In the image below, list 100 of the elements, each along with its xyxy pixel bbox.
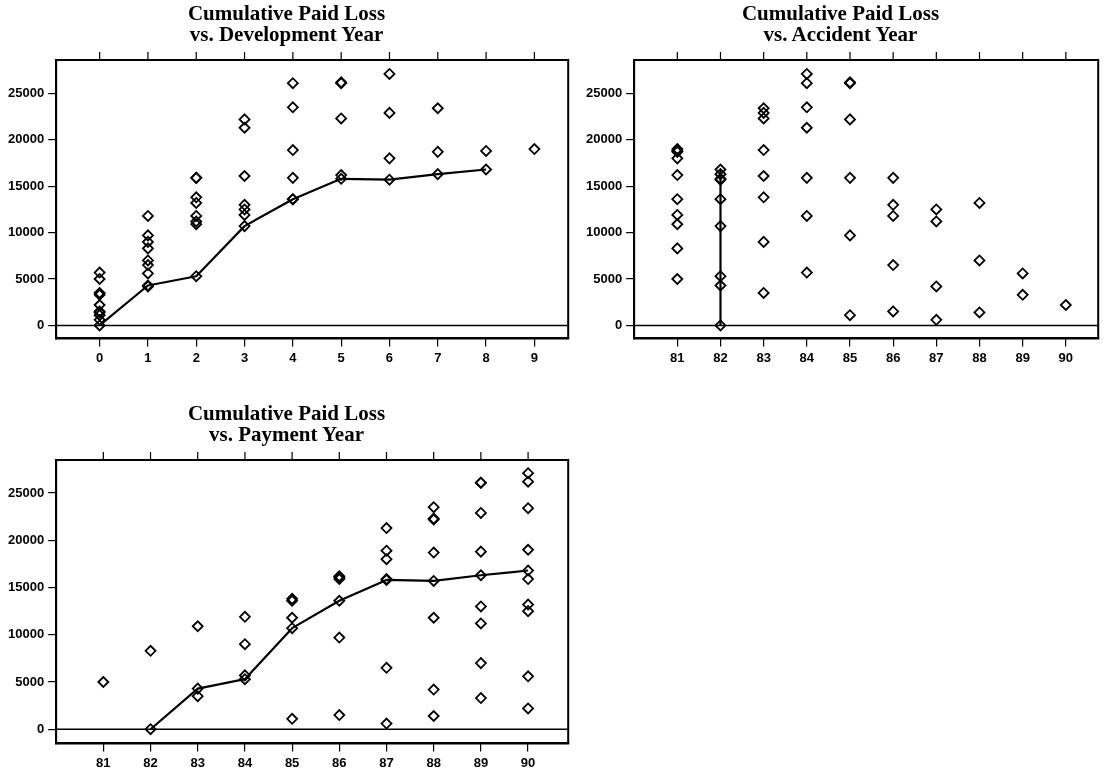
y-tick-label: 10000 — [7, 224, 45, 240]
point — [93, 266, 106, 279]
point — [474, 569, 487, 582]
point — [800, 171, 813, 184]
x-tick-label: 5 — [337, 349, 345, 365]
point — [757, 107, 770, 119]
point — [671, 218, 684, 231]
point — [93, 273, 106, 285]
x-tick-label: 82 — [713, 349, 728, 365]
point — [144, 723, 157, 736]
point — [973, 254, 986, 267]
x-tick-label: 86 — [885, 349, 901, 365]
point — [380, 717, 393, 730]
point — [522, 670, 534, 683]
point — [286, 712, 299, 725]
point — [142, 267, 154, 280]
point — [142, 259, 154, 271]
point — [380, 553, 393, 566]
chart-title: Cumulative Paid Loss vs. Development Year — [187, 0, 386, 46]
point — [757, 235, 770, 248]
point — [238, 113, 251, 126]
x-tick-label: 89 — [473, 754, 489, 770]
point — [800, 68, 813, 80]
point — [286, 611, 299, 624]
point — [714, 168, 727, 181]
point — [190, 210, 203, 222]
point — [191, 690, 204, 703]
point — [431, 168, 444, 181]
point — [522, 573, 534, 585]
point — [380, 661, 393, 674]
x-tick-label: 3 — [240, 349, 249, 365]
point — [286, 622, 299, 635]
x-tick-label: 2 — [192, 349, 200, 365]
point — [427, 501, 440, 514]
point — [427, 683, 440, 696]
point — [427, 546, 440, 559]
point — [380, 544, 393, 557]
point — [757, 112, 770, 125]
point — [757, 102, 770, 115]
point — [333, 709, 346, 721]
point — [333, 594, 346, 607]
point — [844, 113, 856, 126]
point — [973, 306, 986, 319]
point — [142, 254, 154, 267]
point — [887, 210, 900, 222]
point — [887, 305, 900, 318]
point — [930, 203, 943, 216]
point — [238, 198, 251, 211]
x-tick-label: 87 — [379, 754, 394, 770]
y-tick-label: 5000 — [593, 270, 623, 286]
point — [238, 121, 251, 134]
x-tick-label: 0 — [96, 349, 104, 365]
point — [528, 143, 541, 155]
y-tick-label: 15000 — [7, 579, 45, 595]
y-tick-label: 0 — [614, 316, 623, 332]
x-tick-label: 87 — [929, 349, 944, 365]
x-tick-label: 81 — [96, 754, 111, 770]
point — [844, 309, 856, 322]
y-tick-label: 20000 — [585, 131, 623, 147]
point — [286, 144, 299, 156]
point — [97, 676, 110, 688]
point — [930, 280, 943, 293]
point — [522, 598, 534, 611]
point — [474, 657, 487, 669]
point — [800, 101, 813, 114]
point — [383, 152, 396, 165]
y-tick-label: 5000 — [15, 270, 45, 286]
point — [286, 171, 299, 184]
y-tick-label: 20000 — [7, 131, 45, 147]
y-tick-label: 10000 — [7, 626, 45, 642]
point — [671, 242, 684, 255]
point — [335, 172, 348, 185]
point — [671, 152, 684, 165]
point — [757, 287, 770, 299]
point — [238, 220, 251, 233]
point — [93, 299, 106, 311]
x-tick-label: 1 — [144, 349, 152, 365]
point — [1016, 267, 1029, 280]
point — [191, 682, 204, 695]
point — [239, 673, 251, 686]
point — [930, 215, 943, 228]
point — [431, 102, 444, 115]
point — [522, 502, 534, 515]
x-tick-label: 82 — [143, 754, 158, 770]
point — [887, 259, 900, 271]
point — [714, 193, 727, 206]
y-tick-label: 20000 — [7, 531, 45, 547]
point — [144, 644, 157, 657]
point — [474, 507, 487, 519]
point — [238, 203, 251, 216]
x-tick-label: 84 — [237, 754, 253, 770]
point — [427, 611, 440, 624]
point — [480, 145, 492, 157]
point — [142, 210, 154, 222]
point — [522, 564, 534, 577]
x-tick-label: 85 — [284, 754, 300, 770]
x-tick-label: 83 — [190, 754, 205, 770]
y-tick-label: 10000 — [585, 224, 623, 240]
point — [333, 631, 346, 644]
x-tick-label: 85 — [842, 349, 858, 365]
